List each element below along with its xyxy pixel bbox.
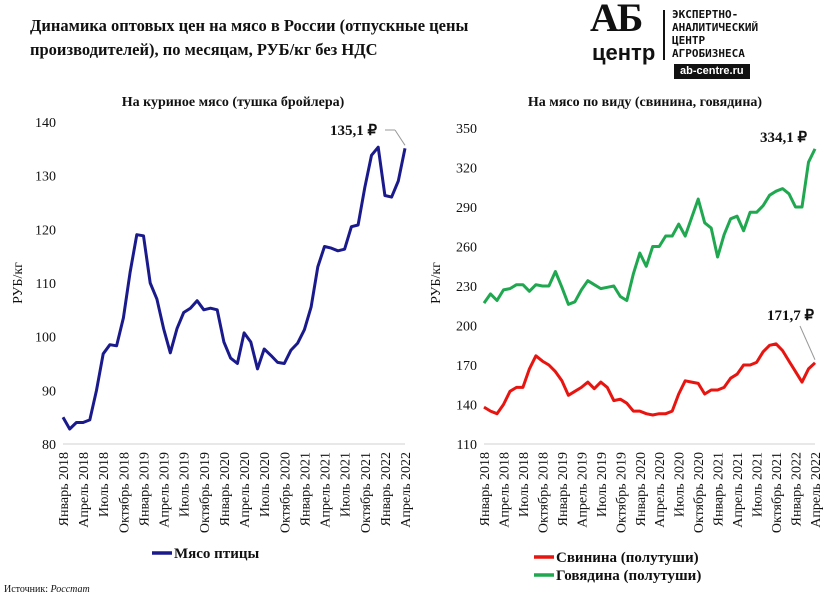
series-line-0 <box>61 145 407 431</box>
logo-centre: центр <box>592 40 656 65</box>
y-tick-label: 200 <box>456 320 477 335</box>
logo-line: ЭКСПЕРТНО- <box>672 8 739 21</box>
x-tick-label: Июль 2020 <box>673 452 688 517</box>
y-tick-label: 140 <box>35 116 56 131</box>
x-tick-label: Январь 2018 <box>478 452 493 526</box>
x-tick-label: Апрель 2020 <box>653 452 668 528</box>
logo-url: ab-centre.ru <box>674 64 750 79</box>
x-tick-label: Январь 2019 <box>137 452 152 526</box>
title-line-2: производителей), по месяцам, РУБ/кг без … <box>30 40 378 59</box>
figure-title: Динамика оптовых цен на мясо в России (о… <box>30 14 468 62</box>
series-line-0 <box>483 342 817 417</box>
source-value: Росстат <box>50 584 90 595</box>
series-line-1 <box>482 148 817 306</box>
annotation-label-beef: 334,1 ₽ <box>760 130 808 146</box>
x-tick-label: Январь 2022 <box>790 452 805 526</box>
y-tick-label: 110 <box>457 438 477 453</box>
x-tick-label: Апрель 2020 <box>238 452 253 528</box>
source-label: Источник: <box>4 584 49 595</box>
x-tick-label: Апрель 2021 <box>731 452 746 528</box>
source-note: Источник: Росстат <box>4 584 90 596</box>
y-tick-label: 320 <box>456 162 477 177</box>
x-tick-label: Октябрь 2019 <box>198 452 213 533</box>
x-tick-label: Октябрь 2021 <box>359 452 374 533</box>
x-tick-label: Октябрь 2019 <box>614 452 629 533</box>
title-line-1: Динамика оптовых цен на мясо в России (о… <box>30 16 469 35</box>
chart-title: На куриное мясо (тушка бройлера) <box>122 95 345 110</box>
y-axis-label: РУБ/кг <box>429 262 444 304</box>
y-tick-label: 100 <box>35 331 56 346</box>
x-tick-label: Октябрь 2021 <box>770 452 785 533</box>
annotation-label-pork: 171,7 ₽ <box>767 308 815 324</box>
x-tick-label: Январь 2021 <box>298 452 313 526</box>
x-tick-label: Октябрь 2018 <box>536 452 551 533</box>
chart-title: На мясо по виду (свинина, говядина) <box>528 95 763 110</box>
x-tick-label: Январь 2019 <box>556 452 571 526</box>
x-tick-label: Июль 2021 <box>339 452 354 517</box>
y-tick-label: 170 <box>456 359 477 374</box>
y-tick-label: 90 <box>42 384 56 399</box>
x-tick-label: Октябрь 2018 <box>117 452 132 533</box>
logo-ab: АБ <box>590 0 643 40</box>
y-tick-label: 120 <box>35 223 56 238</box>
annotation-leader <box>394 129 406 146</box>
logo-text: ЭКСПЕРТНО- АНАЛИТИЧЕСКИЙ ЦЕНТР АГРОБИЗНЕ… <box>672 8 758 60</box>
y-tick-label: 130 <box>35 170 56 185</box>
logo-line: ЦЕНТР <box>672 34 706 47</box>
x-tick-label: Апрель 2022 <box>809 452 824 528</box>
x-tick-label: Июль 2020 <box>258 452 273 517</box>
x-tick-label: Июль 2019 <box>595 452 610 517</box>
x-tick-label: Октябрь 2020 <box>692 452 707 533</box>
logo-line: АГРОБИЗНЕСА <box>672 47 745 60</box>
x-tick-label: Апрель 2019 <box>158 452 173 528</box>
y-tick-label: 80 <box>42 438 56 453</box>
ab-centre-logo: АБ центр ЭКСПЕРТНО- АНАЛИТИЧЕСКИЙ ЦЕНТР … <box>588 0 818 80</box>
x-tick-label: Январь 2020 <box>218 452 233 526</box>
x-tick-label: Январь 2021 <box>712 452 727 526</box>
x-tick-label: Январь 2018 <box>57 452 72 526</box>
x-tick-label: Июль 2018 <box>517 452 532 517</box>
y-tick-label: 350 <box>456 122 477 137</box>
x-tick-label: Январь 2020 <box>634 452 649 526</box>
x-tick-label: Апрель 2019 <box>575 452 590 528</box>
x-tick-label: Октябрь 2020 <box>278 452 293 533</box>
x-tick-label: Январь 2022 <box>379 452 394 526</box>
x-tick-label: Апрель 2018 <box>77 452 92 528</box>
x-tick-label: Апрель 2022 <box>399 452 414 528</box>
legend-label: Свинина (полутуши) <box>556 550 699 566</box>
logo-divider <box>663 10 665 60</box>
x-tick-label: Апрель 2021 <box>319 452 334 528</box>
x-tick-label: Июль 2021 <box>751 452 766 517</box>
x-tick-label: Июль 2019 <box>178 452 193 517</box>
y-tick-label: 260 <box>456 241 477 256</box>
annotation-leader <box>799 325 816 360</box>
y-tick-label: 110 <box>36 277 56 292</box>
y-tick-label: 140 <box>456 399 477 414</box>
y-tick-label: 290 <box>456 201 477 216</box>
logo-line: АНАЛИТИЧЕСКИЙ <box>672 21 759 34</box>
annotation-label: 135,1 ₽ <box>330 123 378 139</box>
legend-label: Мясо птицы <box>174 546 259 562</box>
y-tick-label: 230 <box>456 280 477 295</box>
legend-label: Говядина (полутуши) <box>556 568 701 584</box>
y-axis-label: РУБ/кг <box>11 262 26 304</box>
x-tick-label: Апрель 2018 <box>497 452 512 528</box>
x-tick-label: Июль 2018 <box>97 452 112 517</box>
